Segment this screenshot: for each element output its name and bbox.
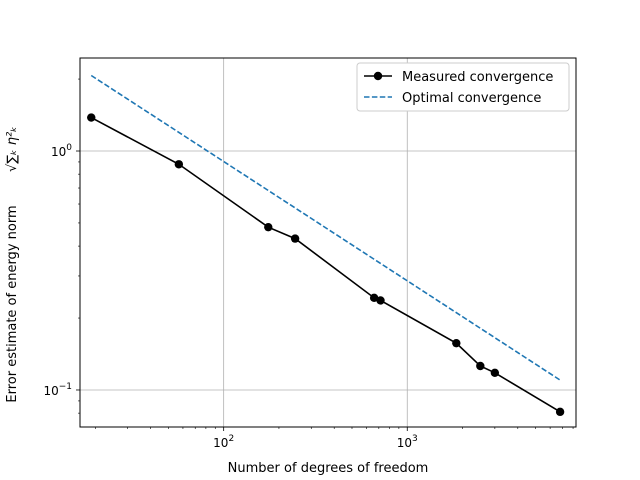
y-axis-label-math: √∑ₖ η²ₖ [5, 126, 20, 172]
legend-marker-measured [373, 71, 383, 81]
data-point-measured [452, 338, 461, 348]
legend-box [356, 62, 570, 112]
legend-label-optimal: Optimal convergence [402, 91, 541, 106]
y-axis-label-text: Error estimate of energy norm [5, 205, 20, 402]
legend: Measured convergence Optimal convergence [356, 62, 570, 112]
data-point-measured [376, 296, 385, 305]
data-point-measured [369, 293, 379, 303]
data-point-measured [476, 361, 485, 371]
y-tick-label: 10−1 [43, 382, 72, 398]
data-point-measured [174, 160, 184, 169]
plot-frame [79, 57, 577, 428]
series-layer [87, 74, 565, 417]
data-point-measured [87, 113, 96, 122]
data-point-measured [264, 222, 273, 232]
grid-layer [80, 58, 576, 427]
data-point-measured [290, 234, 300, 243]
x-tick-label: 102 [213, 434, 234, 450]
y-tick-label: 100 [51, 143, 72, 159]
series-line-optimal [90, 74, 561, 381]
data-point-measured [490, 368, 500, 378]
series-line-measured [90, 116, 561, 413]
x-tick-label: 103 [397, 434, 418, 450]
y-axis-label: Error estimate of energy norm √∑ₖ η²ₖ [5, 126, 20, 402]
data-point-measured [555, 407, 565, 417]
legend-label-measured: Measured convergence [402, 70, 553, 85]
x-axis-label: Number of degrees of freedom [228, 461, 429, 476]
